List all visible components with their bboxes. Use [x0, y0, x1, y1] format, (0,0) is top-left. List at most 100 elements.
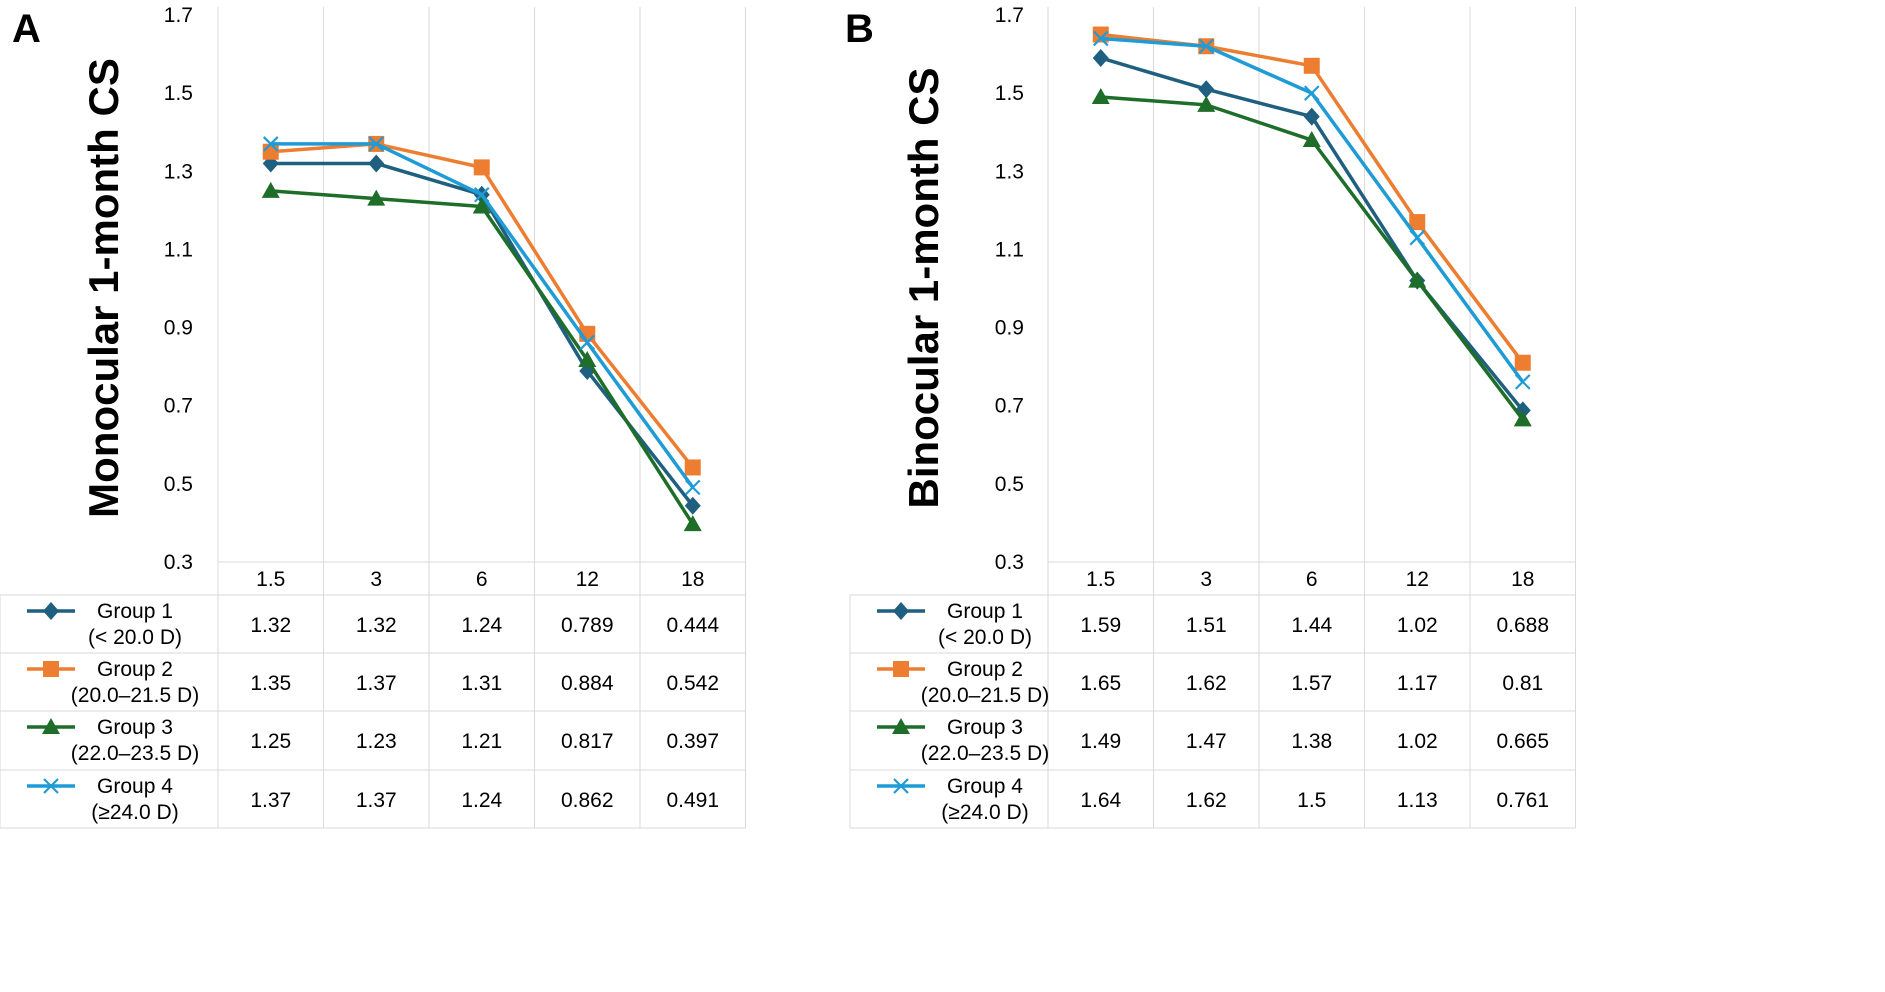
table-cell-value: 1.37: [356, 789, 397, 812]
table-cell-value: 1.24: [461, 614, 502, 637]
y-tick-label: 1.3: [995, 160, 1024, 183]
table-cell-value: 1.02: [1397, 730, 1438, 753]
x-tick-label: 18: [681, 568, 704, 591]
data-point: [473, 159, 490, 176]
legend-label: (< 20.0 D): [88, 626, 182, 649]
legend-label: Group 3: [947, 716, 1023, 739]
y-tick-label: 1.7: [164, 4, 193, 27]
x-tick-label: 3: [1200, 568, 1212, 591]
data-point: [472, 197, 491, 214]
table-cell-value: 0.884: [561, 672, 614, 695]
table-cell-value: 1.21: [461, 730, 502, 753]
data-point: [368, 154, 385, 173]
y-tick-label: 0.5: [995, 473, 1024, 496]
table-cell-value: 0.761: [1496, 789, 1549, 812]
data-point: [684, 479, 701, 496]
data-point: [684, 459, 701, 476]
y-tick-label: 1.1: [995, 238, 1024, 261]
x-tick-label: 18: [1511, 568, 1534, 591]
data-point: [1408, 271, 1427, 288]
data-point: [1303, 85, 1320, 101]
table-cell-value: 1.44: [1291, 614, 1332, 637]
x-tick-label: 1.5: [256, 568, 285, 591]
x-tick-label: 12: [576, 568, 599, 591]
table-cell-value: 0.491: [666, 789, 719, 812]
legend-label: Group 4: [97, 775, 173, 798]
y-tick-label: 1.3: [164, 160, 193, 183]
data-point: [578, 351, 597, 368]
table-cell-value: 0.688: [1496, 614, 1549, 637]
table-cell-value: 1.64: [1080, 789, 1121, 812]
data-point: [1092, 30, 1109, 47]
legend-label: (22.0–23.5 D): [921, 742, 1049, 765]
table-cell-value: 1.62: [1186, 672, 1227, 695]
legend-label: (≥24.0 D): [91, 801, 178, 824]
table-cell-value: 1.37: [356, 672, 397, 695]
table-cell-value: 0.444: [666, 614, 719, 637]
legend-key-marker: [43, 778, 59, 794]
data-point: [261, 181, 280, 198]
y-tick-label: 0.9: [995, 317, 1024, 340]
table-cell-value: 1.23: [356, 730, 397, 753]
table-cell-value: 0.542: [666, 672, 719, 695]
x-tick-label: 6: [476, 568, 488, 591]
data-point: [367, 189, 386, 206]
legend-label: Group 1: [97, 600, 173, 623]
legend-label: Group 2: [97, 658, 173, 681]
y-tick-label: 1.1: [164, 238, 193, 261]
table-cell-value: 1.24: [461, 789, 502, 812]
table-cell-value: 1.35: [250, 672, 291, 695]
table-cell-value: 1.62: [1186, 789, 1227, 812]
table-cell-value: 0.665: [1496, 730, 1549, 753]
table-cell-value: 1.37: [250, 789, 291, 812]
legend-key-marker: [893, 778, 909, 794]
chart-panel-b: B Binocular 1-month CS 0.3 0.5 0.7 0.9 1.1 1.3 1…: [845, 4, 1576, 829]
data-point: [1409, 229, 1426, 246]
legend-label: (20.0–21.5 D): [921, 684, 1049, 707]
data-point: [1513, 410, 1532, 427]
y-tick-label: 0.9: [164, 317, 193, 340]
y-tick-label: 1.7: [995, 4, 1024, 27]
data-point: [1198, 38, 1215, 55]
data-point: [1091, 88, 1110, 105]
legend-key-marker: [893, 602, 909, 620]
legend-label: Group 4: [947, 775, 1023, 798]
table-cell-value: 1.5: [1297, 789, 1326, 812]
table-cell-value: 1.51: [1186, 614, 1227, 637]
data-point: [1514, 354, 1531, 371]
y-tick-label: 1.5: [995, 82, 1024, 105]
x-tick-label: 1.5: [1086, 568, 1115, 591]
table-cell-value: 1.59: [1080, 614, 1121, 637]
legend-key-marker: [43, 661, 59, 677]
legend-key-marker: [892, 718, 910, 734]
panel-letter: B: [845, 7, 874, 51]
data-point: [368, 136, 385, 152]
data-point: [684, 496, 701, 515]
legend-key-marker: [42, 718, 60, 734]
y-axis-label: Monocular 1-month CS: [80, 58, 127, 518]
y-axis-label: Binocular 1-month CS: [900, 67, 947, 508]
y-tick-label: 0.7: [164, 395, 193, 418]
legend-label: (< 20.0 D): [938, 626, 1032, 649]
x-tick-label: 3: [370, 568, 382, 591]
table-cell-value: 0.789: [561, 614, 614, 637]
table-cell-value: 0.81: [1502, 672, 1543, 695]
table-cell-value: 1.17: [1397, 672, 1438, 695]
table-cell-value: 1.57: [1291, 672, 1332, 695]
panel-letter: A: [12, 7, 41, 51]
y-tick-label: 0.7: [995, 395, 1024, 418]
data-point: [262, 136, 279, 152]
data-point: [262, 143, 279, 160]
table-cell-value: 1.02: [1397, 614, 1438, 637]
y-tick-label: 1.5: [164, 82, 193, 105]
table-cell-value: 0.397: [666, 730, 719, 753]
table-cell-value: 1.47: [1186, 730, 1227, 753]
data-point: [1198, 80, 1215, 99]
table-cell-value: 1.65: [1080, 672, 1121, 695]
x-tick-label: 12: [1406, 568, 1429, 591]
data-point: [1302, 131, 1321, 148]
legend-label: Group 2: [947, 658, 1023, 681]
data-point: [683, 515, 702, 532]
